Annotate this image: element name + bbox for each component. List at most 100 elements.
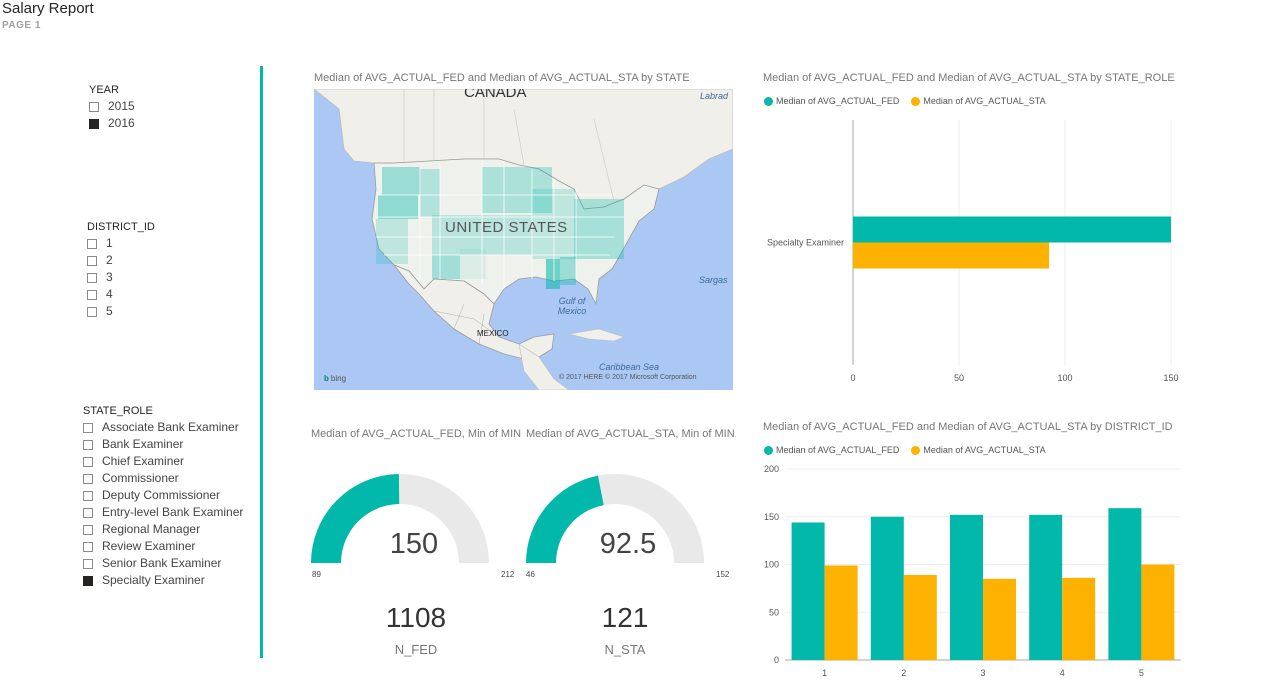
slicer-item-label: 1	[106, 236, 113, 250]
map-label-canada: CANADA	[464, 89, 527, 101]
bar-fed	[870, 516, 904, 660]
checkbox[interactable]	[87, 272, 97, 283]
state-map[interactable]: CANADA UNITED STATES MEXICO Gulf of Mexi…	[314, 89, 733, 390]
x-tick-label: 4	[1060, 668, 1065, 678]
legend-item-sta-2[interactable]: Median of AVG_ACTUAL_STA	[911, 445, 1046, 455]
x-tick-label: 150	[1163, 373, 1178, 383]
year-slicer: YEAR 2015 2016	[89, 84, 239, 132]
district-slicer-items: 1 2 3 4 5	[87, 235, 237, 320]
legend-item-sta[interactable]: Median of AVG_ACTUAL_STA	[911, 96, 1046, 106]
map-title: Median of AVG_ACTUAL_FED and Median of A…	[314, 72, 690, 84]
bar-fed	[1108, 508, 1142, 660]
slicer-item-district-0[interactable]: 1	[87, 235, 237, 252]
slicer-item-district-1[interactable]: 2	[87, 252, 237, 269]
slicer-item-state-role-4[interactable]: Deputy Commissioner	[83, 487, 253, 504]
state-shade-or	[378, 195, 418, 219]
x-tick-label: 50	[954, 373, 964, 383]
checkbox[interactable]	[83, 490, 93, 501]
gauge-fill	[526, 475, 604, 563]
checkbox[interactable]	[87, 306, 97, 317]
checkbox[interactable]	[83, 541, 93, 552]
section-divider	[260, 66, 263, 658]
legend-item-fed[interactable]: Median of AVG_ACTUAL_FED	[764, 96, 899, 106]
bar-sta	[1141, 564, 1175, 660]
district-column-chart[interactable]: 0 50 100 150 200 1 2 3 4 5	[755, 462, 1185, 687]
page-label: PAGE 1	[2, 20, 41, 31]
slicer-item-label: Review Examiner	[102, 539, 196, 553]
legend-label-fed-2: Median of AVG_ACTUAL_FED	[776, 445, 900, 455]
y-tick-label: 50	[769, 607, 779, 617]
state-shade-id	[420, 169, 440, 217]
gauge-fed[interactable]	[310, 460, 490, 570]
slicer-item-label: Senior Bank Examiner	[102, 556, 222, 570]
state-shade-south	[432, 255, 460, 279]
slicer-item-state-role-1[interactable]: Bank Examiner	[83, 436, 253, 453]
role-bar-chart[interactable]: 0 50 100 150 Specialty Examiner	[760, 115, 1190, 390]
card-sta-value: 121	[601, 602, 649, 633]
slicer-item-state-role-7[interactable]: Review Examiner	[83, 538, 253, 555]
gauge-sta-value: 92.5	[599, 528, 657, 560]
slicer-item-state-role-8[interactable]: Senior Bank Examiner	[83, 555, 253, 572]
gauge-sta-min: 46	[526, 570, 535, 579]
gauge-fed-min: 89	[312, 570, 321, 579]
checkbox[interactable]	[87, 255, 97, 266]
slicer-item-label: 2	[106, 253, 113, 267]
slicer-item-state-role-0[interactable]: Associate Bank Examiner	[83, 419, 253, 436]
slicer-item-year-0[interactable]: 2015	[89, 98, 239, 115]
state-role-slicer-items: Associate Bank Examiner Bank Examiner Chie…	[83, 419, 253, 589]
slicer-item-label: Commissioner	[102, 471, 179, 485]
checkbox[interactable]	[87, 289, 97, 300]
slicer-item-state-role-5[interactable]: Entry-level Bank Examiner	[83, 504, 253, 521]
district-slicer: DISTRICT_ID 1 2 3 4 5	[87, 221, 237, 320]
slicer-item-state-role-2[interactable]: Chief Examiner	[83, 453, 253, 470]
checkbox[interactable]	[83, 439, 93, 450]
checkbox[interactable]	[83, 558, 93, 569]
slicer-item-label: Deputy Commissioner	[102, 488, 221, 502]
slicer-item-label: 5	[106, 304, 113, 318]
gauge-sta[interactable]	[525, 460, 705, 570]
role-chart-title: Median of AVG_ACTUAL_FED and Median of A…	[763, 72, 1175, 84]
checkbox[interactable]	[83, 473, 93, 484]
slicer-item-label: 2015	[108, 99, 135, 113]
y-tick-label: 150	[764, 512, 779, 522]
slicer-item-district-2[interactable]: 3	[87, 269, 237, 286]
district-chart-title: Median of AVG_ACTUAL_FED and Median of A…	[763, 421, 1173, 433]
year-slicer-title: YEAR	[89, 84, 119, 96]
bar-sta	[853, 242, 1050, 269]
checkbox[interactable]	[89, 118, 99, 129]
x-tick-label: 5	[1139, 668, 1144, 678]
map-label-labrador: Labrad	[700, 91, 729, 101]
checkbox[interactable]	[89, 101, 99, 112]
year-slicer-items: 2015 2016	[89, 98, 239, 132]
checkbox[interactable]	[83, 575, 93, 586]
x-tick-label: 2	[901, 668, 906, 678]
bing-label: bing	[330, 374, 347, 383]
checkbox[interactable]	[83, 524, 93, 535]
slicer-item-district-4[interactable]: 5	[87, 303, 237, 320]
checkbox[interactable]	[83, 507, 93, 518]
mexico-borders	[433, 303, 500, 345]
map-label-caribbean: Caribbean Sea	[599, 362, 660, 372]
canada-borders	[403, 89, 615, 202]
gauge-fed-title: Median of AVG_ACTUAL_FED, Min of MIN...	[311, 428, 521, 440]
bar-fed	[853, 216, 1171, 243]
slicer-item-district-3[interactable]: 4	[87, 286, 237, 303]
legend-item-fed-2[interactable]: Median of AVG_ACTUAL_FED	[764, 445, 899, 455]
slicer-item-state-role-9[interactable]: Specialty Examiner	[83, 572, 253, 589]
slicer-item-year-1[interactable]: 2016	[89, 115, 239, 132]
x-tick-label: 100	[1057, 373, 1072, 383]
slicer-item-state-role-6[interactable]: Regional Manager	[83, 521, 253, 538]
map-canvas	[314, 89, 733, 390]
gauge-fed-value: 150	[389, 528, 439, 560]
checkbox[interactable]	[87, 238, 97, 249]
bar-sta	[903, 575, 937, 660]
slicer-item-label: 4	[106, 287, 113, 301]
map-label-us: UNITED STATES	[445, 219, 568, 236]
checkbox[interactable]	[83, 422, 93, 433]
x-tick-label: 1	[822, 668, 827, 678]
checkbox[interactable]	[83, 456, 93, 467]
slicer-item-label: Specialty Examiner	[102, 573, 205, 587]
map-label-gulf: Gulf of Mexico	[557, 296, 587, 316]
mexico-border-3	[478, 313, 485, 345]
slicer-item-state-role-3[interactable]: Commissioner	[83, 470, 253, 487]
